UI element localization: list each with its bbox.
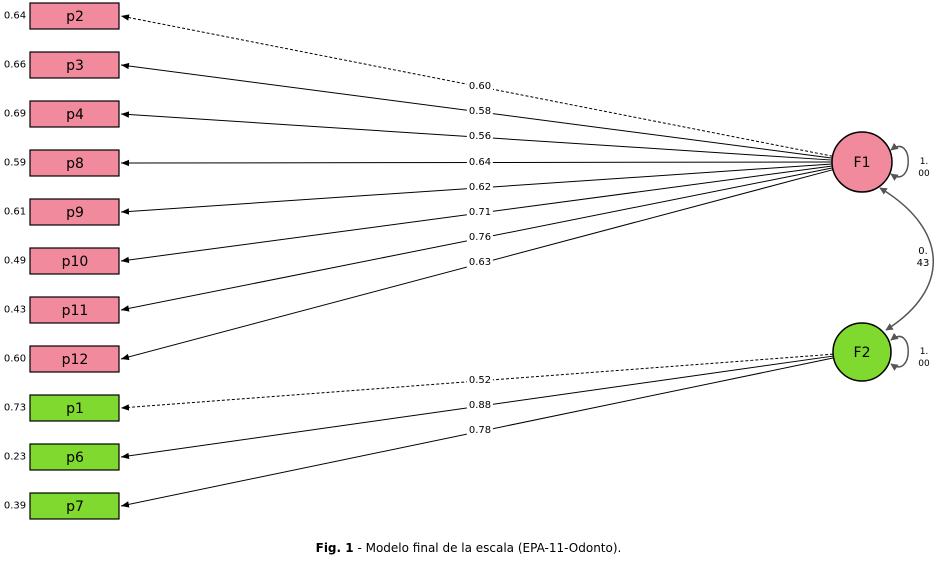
residual-label: 0.49 bbox=[3, 255, 27, 267]
variance-loop bbox=[890, 142, 909, 181]
loading-label: 0.76 bbox=[466, 232, 494, 245]
variance-label: 1.00 bbox=[917, 346, 931, 370]
indicator-name: p6 bbox=[66, 450, 84, 466]
indicator-box bbox=[29, 296, 120, 324]
indicator-name: p12 bbox=[62, 352, 89, 368]
residual-label: 0.64 bbox=[3, 10, 27, 22]
indicator-box bbox=[29, 149, 120, 177]
factor-name: F1 bbox=[854, 155, 871, 171]
indicator-name: p7 bbox=[66, 499, 84, 515]
caption: Fig. 1 - Modelo final de la escala (EPA-… bbox=[0, 541, 937, 555]
loading-label: 0.62 bbox=[466, 181, 494, 194]
variance-label: 1.00 bbox=[917, 156, 931, 180]
indicator-box bbox=[29, 2, 120, 30]
loading-label: 0.64 bbox=[466, 156, 494, 169]
residual-label: 0.66 bbox=[3, 59, 27, 71]
loading-label: 0.63 bbox=[466, 257, 494, 270]
correlation-arc bbox=[879, 187, 934, 331]
residual-label: 0.43 bbox=[3, 304, 27, 316]
residual-label: 0.59 bbox=[3, 157, 27, 169]
indicator-box bbox=[29, 51, 120, 79]
loading-label: 0.60 bbox=[466, 80, 494, 93]
indicator-box bbox=[29, 345, 120, 373]
variance-loop bbox=[890, 332, 909, 371]
residual-label: 0.23 bbox=[3, 451, 27, 463]
caption-text: - Modelo final de la escala (EPA-11-Odon… bbox=[357, 541, 622, 555]
indicator-box bbox=[29, 443, 120, 471]
indicator-name: p9 bbox=[66, 205, 84, 221]
factor-name: F2 bbox=[854, 345, 871, 361]
residual-label: 0.60 bbox=[3, 353, 27, 365]
caption-label: Fig. 1 bbox=[315, 541, 354, 555]
residual-label: 0.39 bbox=[3, 500, 27, 512]
indicator-box bbox=[29, 394, 120, 422]
indicator-box bbox=[29, 100, 120, 128]
loading-label: 0.78 bbox=[466, 425, 494, 438]
loading-label: 0.58 bbox=[466, 106, 494, 119]
correlation-label: 0.43 bbox=[916, 246, 930, 270]
factor-node bbox=[832, 322, 892, 382]
indicator-box bbox=[29, 198, 120, 226]
residual-label: 0.73 bbox=[3, 402, 27, 414]
factor-node bbox=[831, 131, 893, 193]
indicator-name: p11 bbox=[62, 303, 89, 319]
indicator-name: p1 bbox=[66, 401, 84, 417]
loading-label: 0.52 bbox=[466, 374, 494, 387]
indicator-name: p2 bbox=[66, 9, 84, 25]
indicator-box bbox=[29, 247, 120, 275]
residual-label: 0.69 bbox=[3, 108, 27, 120]
indicator-name: p4 bbox=[66, 107, 84, 123]
loading-label: 0.71 bbox=[466, 206, 494, 219]
indicator-name: p8 bbox=[66, 156, 84, 172]
loading-label: 0.88 bbox=[466, 400, 494, 413]
indicator-name: p3 bbox=[66, 58, 84, 74]
indicator-box bbox=[29, 492, 120, 520]
indicator-name: p10 bbox=[62, 254, 89, 270]
loading-label: 0.56 bbox=[466, 131, 494, 144]
residual-label: 0.61 bbox=[3, 206, 27, 218]
